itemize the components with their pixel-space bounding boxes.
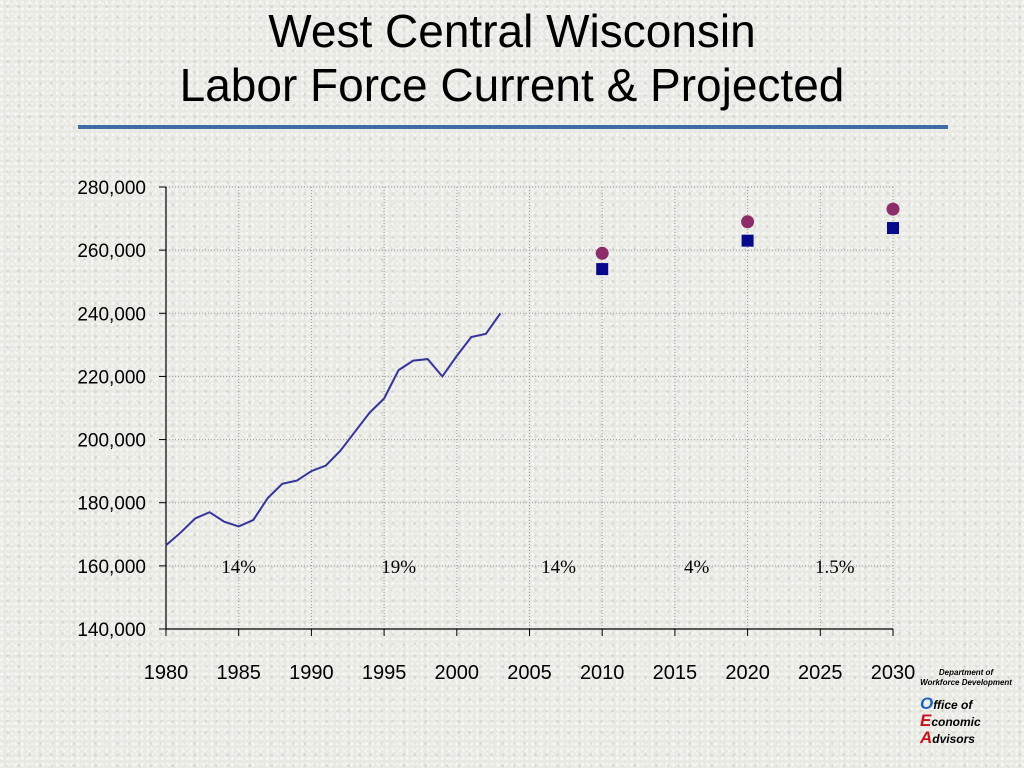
projection-circle-point	[886, 202, 900, 216]
y-tick-label: 160,000	[77, 557, 146, 578]
y-tick-label: 280,000	[77, 178, 146, 199]
logo-dept-line-1: Department of	[938, 668, 994, 677]
logo-dept-text: Department of Workforce Development	[912, 668, 1020, 688]
y-tick-label: 180,000	[77, 494, 146, 515]
logo-oea-text: Office of Economic Advisors	[920, 694, 1020, 747]
logo-dept-line-2: Workforce Development	[920, 678, 1012, 687]
oea-logo: Department of Workforce Development Offi…	[912, 668, 1020, 764]
percent-change-label: 4%	[684, 557, 710, 578]
x-tick-label: 2015	[653, 662, 698, 684]
logo-cap-a: A	[920, 728, 933, 747]
x-tick-label: 1990	[289, 662, 334, 684]
x-tick-label: 2025	[798, 662, 843, 684]
projection-circle-point	[595, 246, 609, 260]
x-tick-label: 2005	[507, 662, 552, 684]
percent-change-label: 1.5%	[815, 557, 855, 578]
percent-change-label: 19%	[381, 557, 416, 578]
projection-square-point	[741, 234, 754, 247]
x-tick-label: 1985	[216, 662, 261, 684]
y-tick-label: 260,000	[77, 241, 146, 262]
title-divider	[78, 125, 948, 129]
x-tick-label: 2000	[435, 662, 480, 684]
y-tick-label: 220,000	[77, 367, 146, 388]
x-tick-label: 1995	[362, 662, 407, 684]
x-tick-label: 1980	[144, 662, 189, 684]
y-tick-label: 240,000	[77, 304, 146, 325]
logo-cap-e: E	[920, 711, 932, 730]
labor-force-line	[165, 312, 502, 547]
x-tick-label: 2010	[580, 662, 625, 684]
logo-cap-o: O	[920, 694, 934, 713]
y-tick-label: 140,000	[77, 620, 146, 641]
logo-line-1: ffice of	[933, 698, 973, 712]
projection-circle-point	[741, 215, 755, 229]
percent-change-label: 14%	[221, 557, 256, 578]
y-tick-label: 200,000	[77, 431, 146, 452]
percent-change-label: 14%	[541, 557, 576, 578]
x-tick-label: 2030	[871, 662, 916, 684]
chart-title: West Central Wisconsin Labor Force Curre…	[0, 4, 1024, 112]
x-tick-label: 2020	[725, 662, 770, 684]
logo-line-2: conomic	[931, 715, 981, 729]
logo-line-3: dvisors	[932, 732, 975, 746]
projection-square-point	[887, 222, 899, 235]
title-line-2: Labor Force Current & Projected	[179, 59, 845, 111]
title-line-1: West Central Wisconsin	[268, 5, 756, 57]
projection-square-point	[596, 263, 609, 276]
